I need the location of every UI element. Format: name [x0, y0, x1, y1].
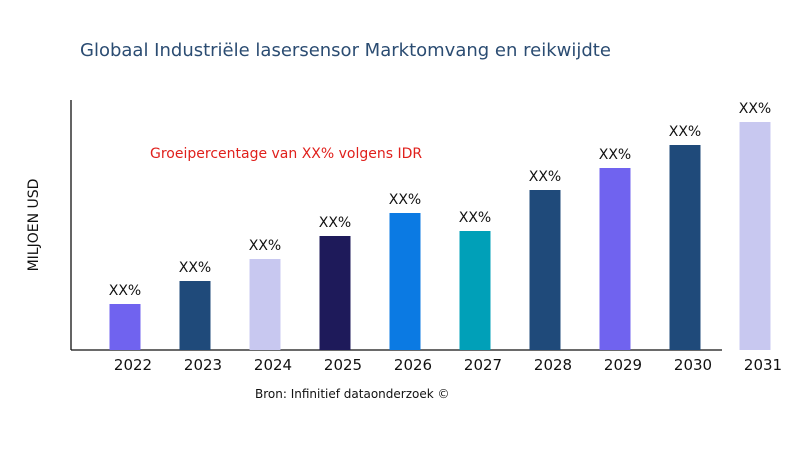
x-tick-2027: 2027 [464, 356, 502, 374]
data-label-2028: XX% [529, 169, 561, 185]
bar-2024 [249, 259, 281, 350]
x-tick-2031: 2031 [744, 356, 782, 374]
data-label-2024: XX% [249, 238, 281, 254]
data-label-2029: XX% [599, 147, 631, 163]
x-tick-2025: 2025 [324, 356, 362, 374]
bar-2030 [669, 145, 701, 350]
bar-2028 [529, 190, 561, 350]
bar-2022 [109, 304, 141, 350]
bar-2031 [739, 122, 771, 350]
x-tick-2026: 2026 [394, 356, 432, 374]
x-tick-2024: 2024 [254, 356, 292, 374]
bar-2023 [179, 281, 211, 350]
x-tick-2023: 2023 [184, 356, 222, 374]
data-label-2023: XX% [179, 260, 211, 276]
bar-2025 [319, 236, 351, 350]
chart-title: Globaal Industriële lasersensor Marktomv… [80, 40, 611, 61]
growth-annotation: Groeipercentage van XX% volgens IDR [150, 146, 423, 162]
data-label-2027: XX% [459, 210, 491, 226]
data-label-2025: XX% [319, 215, 351, 231]
data-label-2030: XX% [669, 124, 701, 140]
x-tick-2029: 2029 [604, 356, 642, 374]
data-label-2031: XX% [739, 101, 771, 117]
bar-2029 [599, 168, 631, 350]
bar-2026 [389, 213, 421, 350]
source-note: Bron: Infinitief dataonderzoek © [255, 387, 450, 401]
x-tick-2028: 2028 [534, 356, 572, 374]
bar-2027 [459, 231, 491, 350]
x-tick-2022: 2022 [114, 356, 152, 374]
x-tick-2030: 2030 [674, 356, 712, 374]
data-label-2022: XX% [109, 283, 141, 299]
data-label-2026: XX% [389, 192, 421, 208]
